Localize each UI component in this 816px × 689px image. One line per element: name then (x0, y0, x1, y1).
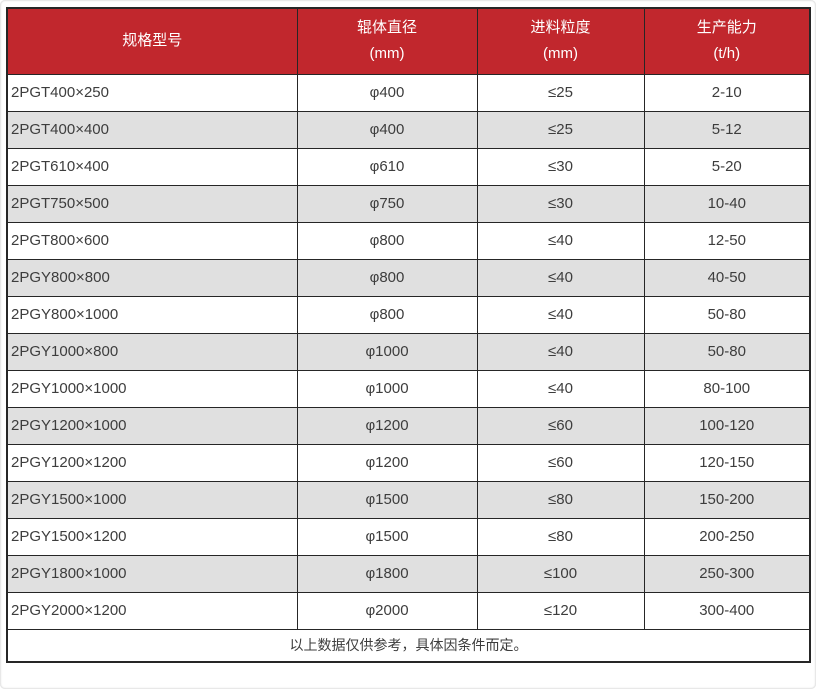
table-row: 2PGY1800×1000 φ1800 ≤100 250-300 (6, 554, 811, 593)
column-title: 进料粒度 (530, 19, 591, 37)
capacity-cell: 300-400 (643, 591, 811, 630)
model-cell: 2PGY800×1000 (6, 295, 298, 334)
table-row: 2PGT800×600 φ800 ≤40 12-50 (6, 221, 811, 260)
table-row: 2PGY800×1000 φ800 ≤40 50-80 (6, 295, 811, 334)
feed-size-cell: ≤40 (476, 295, 645, 334)
table-row: 2PGY1200×1200 φ1200 ≤60 120-150 (6, 443, 811, 482)
table-row: 2PGT610×400 φ610 ≤30 5-20 (6, 147, 811, 186)
feed-size-cell: ≤80 (476, 480, 645, 519)
table-row: 2PGY1500×1200 φ1500 ≤80 200-250 (6, 517, 811, 556)
model-cell: 2PGY1200×1000 (6, 406, 298, 445)
model-cell: 2PGT400×400 (6, 110, 298, 149)
column-title: 生产能力 (696, 19, 757, 37)
table-row: 2PGY1200×1000 φ1200 ≤60 100-120 (6, 406, 811, 445)
model-cell: 2PGT400×250 (6, 73, 298, 112)
model-cell: 2PGT610×400 (6, 147, 298, 186)
spec-table: 规格型号 辊体直径 (mm) 进料粒度 (mm) 生产能力 (t/h) 2PGT… (6, 7, 811, 663)
diameter-cell: φ800 (296, 221, 478, 260)
feed-size-cell: ≤40 (476, 221, 645, 260)
model-cell: 2PGY1200×1200 (6, 443, 298, 482)
capacity-cell: 5-20 (643, 147, 811, 186)
model-cell: 2PGY1000×800 (6, 332, 298, 371)
column-header-capacity: 生产能力 (t/h) (643, 7, 811, 75)
capacity-cell: 50-80 (643, 295, 811, 334)
feed-size-cell: ≤30 (476, 184, 645, 223)
feed-size-cell: ≤40 (476, 258, 645, 297)
diameter-cell: φ750 (296, 184, 478, 223)
capacity-cell: 12-50 (643, 221, 811, 260)
diameter-cell: φ1000 (296, 332, 478, 371)
footer-row: 以上数据仅供参考，具体因条件而定。 (6, 628, 811, 663)
diameter-cell: φ610 (296, 147, 478, 186)
capacity-cell: 50-80 (643, 332, 811, 371)
table-row: 2PGY2000×1200 φ2000 ≤120 300-400 (6, 591, 811, 630)
diameter-cell: φ1500 (296, 517, 478, 556)
model-cell: 2PGT800×600 (6, 221, 298, 260)
diameter-cell: φ400 (296, 73, 478, 112)
capacity-cell: 10-40 (643, 184, 811, 223)
capacity-cell: 250-300 (643, 554, 811, 593)
feed-size-cell: ≤40 (476, 332, 645, 371)
table-row: 2PGY1000×1000 φ1000 ≤40 80-100 (6, 369, 811, 408)
diameter-cell: φ1200 (296, 406, 478, 445)
column-unit: (mm) (369, 45, 405, 63)
model-cell: 2PGY800×800 (6, 258, 298, 297)
diameter-cell: φ1800 (296, 554, 478, 593)
feed-size-cell: ≤60 (476, 406, 645, 445)
spec-table-header: 规格型号 辊体直径 (mm) 进料粒度 (mm) 生产能力 (t/h) (6, 7, 811, 75)
feed-size-cell: ≤120 (476, 591, 645, 630)
diameter-cell: φ2000 (296, 591, 478, 630)
column-header-model: 规格型号 (6, 7, 298, 75)
table-row: 2PGY1500×1000 φ1500 ≤80 150-200 (6, 480, 811, 519)
diameter-cell: φ1200 (296, 443, 478, 482)
feed-size-cell: ≤100 (476, 554, 645, 593)
capacity-cell: 120-150 (643, 443, 811, 482)
column-title: 规格型号 (122, 32, 183, 50)
model-cell: 2PGY1500×1000 (6, 480, 298, 519)
capacity-cell: 5-12 (643, 110, 811, 149)
table-row: 2PGT400×250 φ400 ≤25 2-10 (6, 73, 811, 112)
capacity-cell: 150-200 (643, 480, 811, 519)
capacity-cell: 80-100 (643, 369, 811, 408)
capacity-cell: 40-50 (643, 258, 811, 297)
spec-table-footer: 以上数据仅供参考，具体因条件而定。 (6, 628, 811, 663)
diameter-cell: φ1500 (296, 480, 478, 519)
model-cell: 2PGY1500×1200 (6, 517, 298, 556)
column-header-roller-diameter: 辊体直径 (mm) (296, 7, 478, 75)
column-unit: (t/h) (713, 45, 741, 63)
feed-size-cell: ≤30 (476, 147, 645, 186)
capacity-cell: 100-120 (643, 406, 811, 445)
diameter-cell: φ1000 (296, 369, 478, 408)
feed-size-cell: ≤25 (476, 110, 645, 149)
spec-table-body: 2PGT400×250 φ400 ≤25 2-10 2PGT400×400 φ4… (6, 73, 811, 630)
feed-size-cell: ≤80 (476, 517, 645, 556)
model-cell: 2PGY1800×1000 (6, 554, 298, 593)
model-cell: 2PGY2000×1200 (6, 591, 298, 630)
model-cell: 2PGY1000×1000 (6, 369, 298, 408)
column-title: 辊体直径 (356, 19, 417, 37)
header-row: 规格型号 辊体直径 (mm) 进料粒度 (mm) 生产能力 (t/h) (6, 7, 811, 75)
footer-note: 以上数据仅供参考，具体因条件而定。 (6, 628, 811, 663)
capacity-cell: 2-10 (643, 73, 811, 112)
table-row: 2PGT400×400 φ400 ≤25 5-12 (6, 110, 811, 149)
table-row: 2PGY1000×800 φ1000 ≤40 50-80 (6, 332, 811, 371)
column-unit: (mm) (543, 45, 578, 63)
feed-size-cell: ≤40 (476, 369, 645, 408)
feed-size-cell: ≤25 (476, 73, 645, 112)
capacity-cell: 200-250 (643, 517, 811, 556)
table-row: 2PGY800×800 φ800 ≤40 40-50 (6, 258, 811, 297)
column-header-feed-size: 进料粒度 (mm) (476, 7, 645, 75)
diameter-cell: φ400 (296, 110, 478, 149)
feed-size-cell: ≤60 (476, 443, 645, 482)
table-row: 2PGT750×500 φ750 ≤30 10-40 (6, 184, 811, 223)
diameter-cell: φ800 (296, 258, 478, 297)
model-cell: 2PGT750×500 (6, 184, 298, 223)
diameter-cell: φ800 (296, 295, 478, 334)
